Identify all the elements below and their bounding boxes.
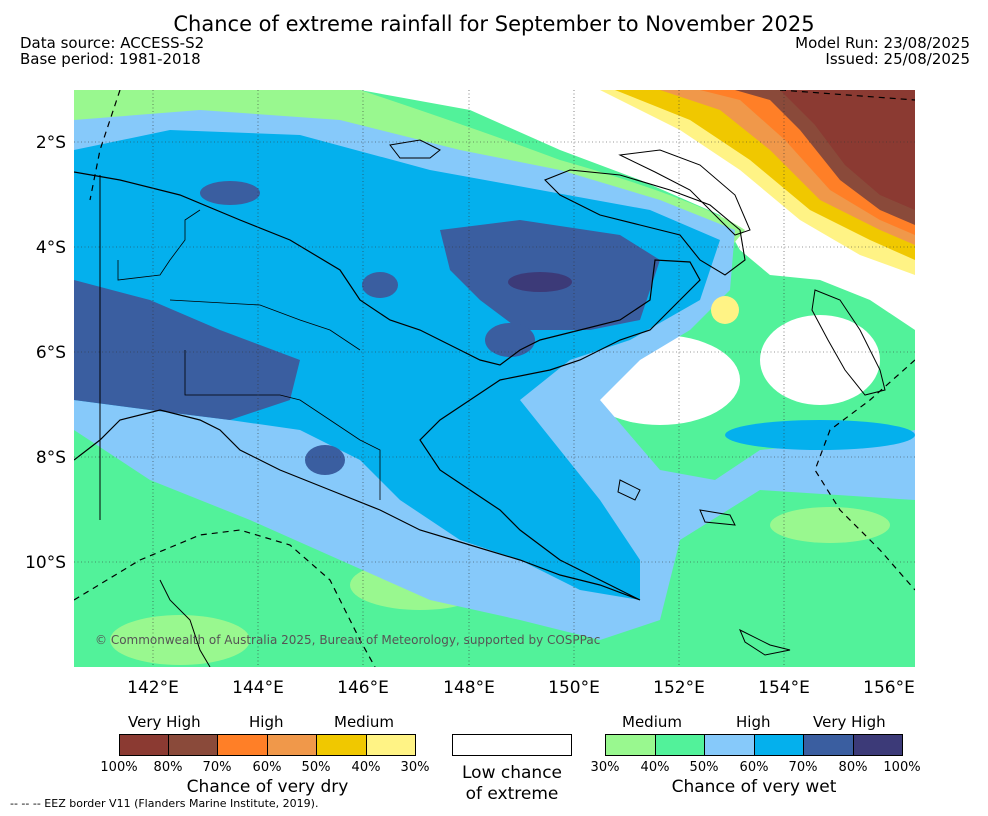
coastline-new-britain: [544, 169, 746, 276]
lon-tick-7: 156°E: [863, 678, 915, 698]
lat-tick-0: 2°S: [36, 133, 66, 153]
lon-tick-0: 142°E: [127, 678, 179, 698]
map-fields: [74, 90, 915, 667]
eez-note: -- -- -- EEZ border V11 (Flanders Marine…: [10, 797, 319, 810]
lat-tick-1: 4°S: [36, 238, 66, 258]
issued-date: Issued: 25/08/2025: [825, 50, 970, 68]
wet-tick-0: 30%: [590, 760, 620, 775]
wet-tick-4: 70%: [788, 760, 818, 775]
coastline-cape-york: [159, 579, 211, 667]
lat-tick-2: 6°S: [36, 343, 66, 363]
lat-tick-4: 10°S: [25, 553, 66, 573]
wet-tick-5: 80%: [838, 760, 868, 775]
dry-tick-4: 50%: [301, 760, 331, 775]
wet-very-high-spot3: [305, 445, 345, 475]
meta-left: Data source: ACCESS-S2 Base period: 1981…: [20, 35, 204, 67]
lat-tick-3: 8°S: [36, 448, 66, 468]
dry-tick-2: 70%: [202, 760, 232, 775]
wet-swatch-0: [605, 734, 656, 756]
wet-tick-3: 60%: [739, 760, 769, 775]
dry-swatch-0: [119, 734, 169, 756]
dry-tick-5: 40%: [351, 760, 381, 775]
wet-label-medium: Medium: [622, 713, 682, 731]
dry-swatch-1: [168, 734, 218, 756]
lon-tick-4: 150°E: [548, 678, 600, 698]
dry-tick-1: 80%: [153, 760, 183, 775]
wet-light-sw: [110, 615, 250, 665]
wet-very-high-north: [200, 181, 260, 205]
eez-border-ne: [779, 90, 915, 101]
coastline-bougainville: [811, 289, 886, 396]
wet-swatch-5: [853, 734, 903, 756]
dry-swatch-5: [366, 734, 416, 756]
lon-tick-labels: 142°E 144°E 146°E 148°E 150°E 152°E 154°…: [127, 678, 915, 698]
model-run: Model Run: 23/08/2025: [795, 34, 970, 52]
dry-label-medium: Medium: [334, 713, 394, 731]
coastline-trobriand: [617, 479, 641, 501]
low-chance-swatch: [452, 734, 572, 756]
lon-tick-2: 146°E: [337, 678, 389, 698]
dry-swatch-2: [217, 734, 268, 756]
dry-swatch-3: [267, 734, 317, 756]
lon-tick-5: 152°E: [653, 678, 705, 698]
dry-label-very-high: Very High: [128, 713, 201, 731]
dry-label-high: High: [249, 713, 284, 731]
dry-tick-0: 100%: [100, 760, 138, 775]
wet-very-high-spot2: [485, 323, 535, 357]
province-border-4: [184, 350, 205, 396]
eez-border-east: [814, 359, 915, 591]
meta-right: Model Run: 23/08/2025 Issued: 25/08/2025: [795, 35, 970, 67]
wet-label-very-high: Very High: [813, 713, 886, 731]
low-chance-island: [760, 315, 880, 405]
wet-swatch-4: [803, 734, 854, 756]
coastline-new-guinea: [74, 171, 701, 601]
low-chance-title-line2: of extreme: [465, 784, 559, 804]
lon-tick-6: 154°E: [758, 678, 810, 698]
coastline-new-ireland: [618, 149, 751, 236]
coastline-rossel: [739, 628, 791, 656]
base-period: Base period: 1981-2018: [20, 50, 201, 68]
lon-tick-1: 144°E: [232, 678, 284, 698]
dry-swatch-4: [316, 734, 367, 756]
lon-tick-3: 148°E: [443, 678, 495, 698]
wet-swatch-3: [754, 734, 804, 756]
dry-legend-title: Chance of very dry: [186, 777, 349, 797]
wet-tick-6: 100%: [883, 760, 921, 775]
gridlines: [74, 90, 915, 667]
province-border-1: [117, 209, 201, 281]
low-chance-title-line1: Low chance: [462, 763, 562, 783]
wet-tick-2: 50%: [689, 760, 719, 775]
dry-tick-3: 60%: [252, 760, 282, 775]
data-source: Data source: ACCESS-S2: [20, 34, 205, 52]
map-title: Chance of extreme rainfall for September…: [173, 12, 815, 36]
coastline-manus: [389, 139, 441, 159]
wet-swatch-2: [704, 734, 755, 756]
low-chance-title: Low chance of extreme: [452, 763, 572, 805]
wet-extreme-spot: [508, 272, 572, 292]
wet-high-east-band: [725, 420, 915, 450]
eez-border-south: [74, 529, 376, 667]
wet-swatch-1: [655, 734, 705, 756]
wet-tick-1: 40%: [640, 760, 670, 775]
province-border-2: [205, 394, 381, 500]
dry-tick-6: 30%: [400, 760, 430, 775]
wet-light-se: [770, 507, 890, 543]
wet-very-high-spot1: [362, 272, 398, 298]
dry-very-high-80-100: [780, 90, 915, 210]
dry-spot: [711, 296, 739, 324]
wet-very-high-west: [74, 280, 300, 420]
lat-tick-labels: 2°S 4°S 6°S 8°S 10°S: [25, 133, 66, 573]
copyright-notice: © Commonwealth of Australia 2025, Bureau…: [95, 633, 601, 647]
coastline-se-island: [699, 509, 736, 526]
province-border-3: [169, 299, 361, 351]
wet-label-high: High: [736, 713, 771, 731]
wet-legend-title: Chance of very wet: [671, 777, 837, 797]
